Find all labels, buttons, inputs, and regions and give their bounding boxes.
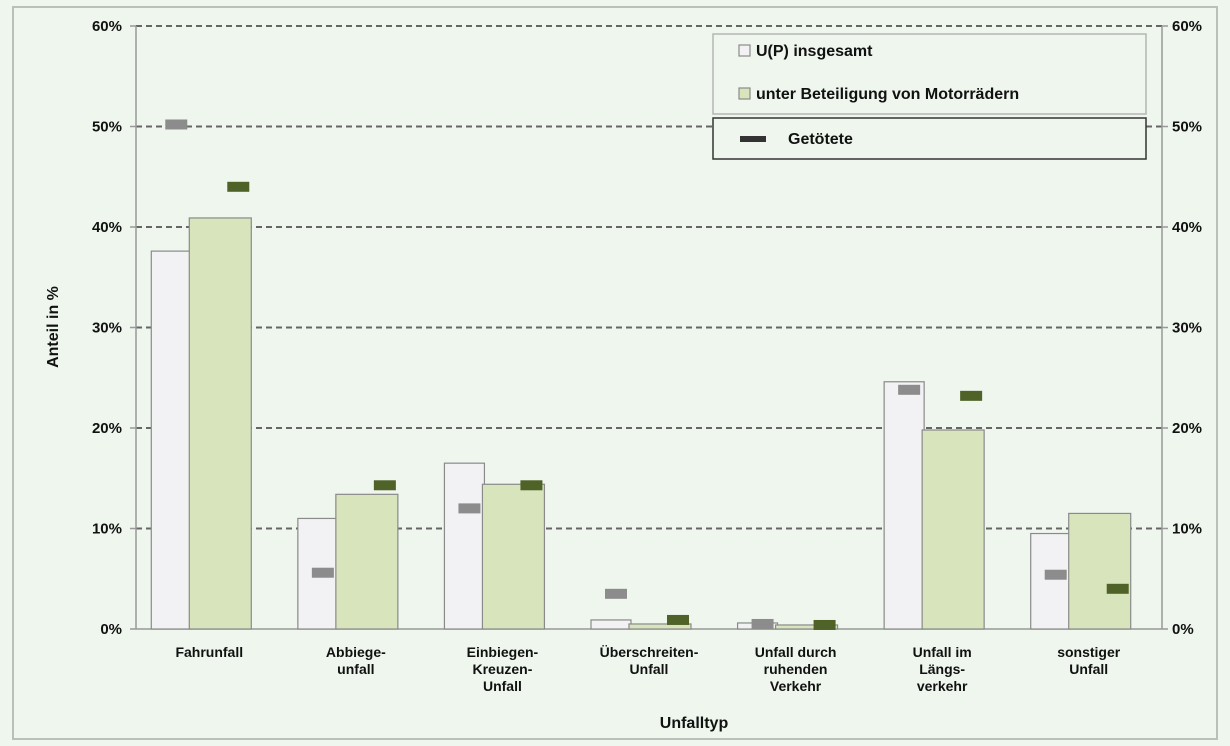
x-tick-label: Unfall im	[913, 644, 972, 660]
y-tick-label-left: 50%	[92, 119, 122, 136]
y-tick-label-left: 40%	[92, 219, 122, 236]
bar-motorcycle	[188, 217, 252, 630]
x-tick-label: Einbiegen-	[467, 644, 539, 660]
x-tick-label: Unfall durch	[755, 644, 837, 660]
x-tick-label: Kreuzen-	[472, 661, 532, 677]
marker-killed-overall	[1044, 569, 1067, 580]
x-tick-label: Überschreiten-	[600, 644, 699, 660]
legend-swatch-motorcycle	[738, 87, 751, 100]
y-tick-label-right: 0%	[1172, 621, 1194, 638]
y-tick-label-left: 20%	[92, 420, 122, 437]
x-tick-label: Fahrunfall	[175, 644, 243, 660]
y-tick-label-left: 30%	[92, 320, 122, 337]
bar-overall	[883, 381, 925, 630]
legend-swatch-killed	[740, 136, 766, 142]
marker-killed-motorcycle	[813, 619, 836, 630]
marker-killed-overall	[458, 503, 481, 514]
marker-killed-overall	[165, 119, 188, 130]
x-tick-label: sonstiger	[1057, 644, 1121, 660]
x-tick-label: verkehr	[917, 678, 968, 694]
legend-swatch-overall	[738, 44, 751, 57]
x-tick-label: ruhenden	[764, 661, 828, 677]
bar-motorcycle	[774, 624, 839, 630]
marker-killed-motorcycle	[960, 390, 983, 401]
y-tick-label-left: 0%	[100, 621, 122, 638]
y-tick-label-left: 10%	[92, 521, 122, 538]
x-tick-label: Längs-	[919, 661, 965, 677]
legend-label-killed: Getötete	[788, 131, 853, 148]
marker-killed-motorcycle	[227, 181, 250, 192]
legend-box-killed	[712, 117, 1147, 160]
x-tick-label: Unfall	[483, 678, 522, 694]
marker-killed-overall	[311, 567, 334, 578]
bar-overall	[150, 250, 192, 630]
y-tick-label-right: 30%	[1172, 320, 1202, 337]
bar-motorcycle	[628, 623, 692, 630]
marker-killed-motorcycle	[520, 480, 543, 491]
x-tick-label: Abbiege-	[326, 644, 386, 660]
marker-killed-motorcycle	[667, 614, 689, 625]
bar-motorcycle	[1068, 512, 1132, 630]
x-tick-label: Unfall	[1069, 661, 1108, 677]
x-axis-title: Unfalltyp	[660, 715, 729, 732]
y-tick-label-left: 60%	[92, 18, 122, 35]
y-tick-label-right: 40%	[1172, 219, 1202, 236]
bar-overall	[1030, 532, 1072, 630]
y-tick-label-right: 60%	[1172, 18, 1202, 35]
marker-killed-overall	[605, 588, 627, 599]
y-tick-label-right: 20%	[1172, 420, 1202, 437]
bar-motorcycle	[335, 493, 399, 630]
x-tick-label: Verkehr	[770, 678, 822, 694]
marker-killed-overall	[898, 384, 921, 395]
legend-label-motorcycle: unter Beteiligung von Motorrädern	[756, 86, 1019, 103]
y-axis-title: Anteil in %	[45, 286, 62, 368]
legend-label-overall: U(P) insgesamt	[756, 43, 873, 60]
marker-killed-motorcycle	[1106, 583, 1129, 594]
x-tick-label: Unfall	[630, 661, 669, 677]
legend-box	[712, 33, 1147, 115]
bar-overall	[443, 462, 486, 630]
marker-killed-overall	[751, 618, 774, 629]
bar-motorcycle	[921, 429, 985, 630]
bar-overall	[590, 619, 632, 630]
marker-killed-motorcycle	[373, 480, 396, 491]
bar-motorcycle	[481, 483, 546, 630]
x-tick-label: unfall	[337, 661, 374, 677]
y-tick-label-right: 50%	[1172, 119, 1202, 136]
y-tick-label-right: 10%	[1172, 521, 1202, 538]
